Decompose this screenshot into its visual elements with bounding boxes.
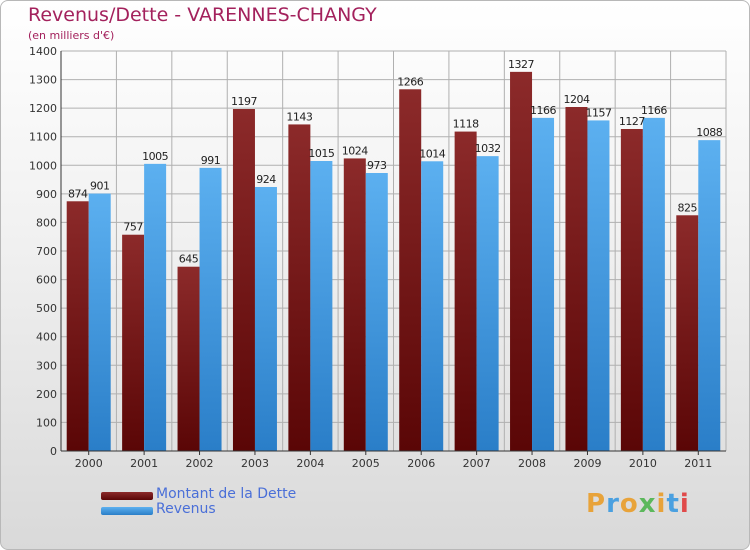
data-label-debt: 645 — [179, 253, 199, 266]
data-label-debt: 1327 — [508, 58, 534, 71]
y-tick-label: 200 — [36, 388, 57, 401]
data-label-revenue: 1014 — [419, 147, 445, 160]
bar-debt — [232, 109, 255, 451]
x-tick-label: 2005 — [352, 457, 380, 470]
data-label-revenue: 1088 — [696, 126, 722, 139]
legend-label-debt: Montant de la Dette — [156, 486, 297, 502]
logo-letter: r — [606, 489, 620, 519]
chart-title: Revenus/Dette - VARENNES-CHANGY — [28, 4, 377, 26]
x-tick-label: 2006 — [407, 457, 435, 470]
x-tick-label: 2000 — [75, 457, 103, 470]
y-tick-label: 500 — [36, 302, 57, 315]
bar-revenue — [642, 117, 665, 451]
legend-swatch-revenue — [101, 507, 153, 515]
y-tick-label: 1400 — [29, 45, 57, 58]
bar-revenue — [365, 173, 388, 451]
data-label-revenue: 924 — [256, 173, 276, 186]
x-tick-label: 2007 — [463, 457, 491, 470]
bar-revenue — [532, 117, 555, 451]
data-label-debt: 1118 — [453, 118, 479, 131]
bar-revenue — [199, 167, 222, 451]
bar-revenue — [587, 120, 610, 451]
legend-swatch-debt — [101, 492, 153, 500]
y-tick-label: 1100 — [29, 131, 57, 144]
grid-layer — [60, 50, 727, 452]
axis-layer: 0 100 200 300 400 500 600 700 800 900 1000 1100 1200… — [29, 45, 726, 470]
bars-layer — [66, 71, 721, 452]
data-label-revenue: 973 — [367, 159, 387, 172]
y-tick-label: 400 — [36, 331, 57, 344]
data-label-revenue: 1157 — [585, 106, 611, 119]
data-label-revenue: 1005 — [142, 150, 168, 163]
y-tick-label: 1200 — [29, 102, 57, 115]
x-tick-label: 2011 — [684, 457, 712, 470]
bar-debt — [66, 201, 89, 451]
logo-letter: i — [656, 489, 667, 519]
chart-subtitle: (en milliers d'€) — [28, 29, 115, 42]
data-label-revenue: 1015 — [308, 147, 334, 160]
data-label-revenue: 1166 — [641, 104, 667, 117]
y-tick-label: 800 — [36, 216, 57, 229]
y-tick-label: 300 — [36, 359, 57, 372]
proxiti-logo: Proxiti — [586, 489, 690, 519]
bar-revenue — [421, 161, 444, 452]
bar-debt — [510, 71, 533, 451]
x-tick-label: 2002 — [186, 457, 214, 470]
logo-letter: o — [619, 489, 639, 519]
bar-debt — [177, 266, 200, 451]
x-tick-label: 2001 — [130, 457, 158, 470]
data-label-debt: 757 — [123, 221, 143, 234]
data-label-debt: 825 — [678, 201, 698, 214]
y-tick-label: 0 — [50, 445, 57, 458]
data-label-revenue: 991 — [201, 154, 221, 167]
logo-letter: P — [586, 489, 607, 519]
bar-debt — [288, 124, 311, 451]
data-label-debt: 1197 — [231, 95, 257, 108]
y-tick-label: 100 — [36, 416, 57, 429]
y-tick-label: 600 — [36, 274, 57, 287]
legend-label-revenue: Revenus — [156, 501, 216, 517]
data-label-revenue: 1032 — [475, 142, 501, 155]
bar-revenue — [310, 161, 333, 451]
y-tick-label: 700 — [36, 245, 57, 258]
data-label-debt: 1127 — [619, 115, 645, 128]
x-tick-label: 2009 — [573, 457, 601, 470]
bar-revenue — [698, 140, 721, 451]
bar-debt — [343, 158, 366, 451]
bar-revenue — [254, 187, 277, 451]
x-tick-label: 2008 — [518, 457, 546, 470]
y-tick-label: 1000 — [29, 159, 57, 172]
bar-debt — [454, 131, 477, 452]
bar-revenue — [88, 193, 111, 452]
bar-debt — [122, 234, 145, 451]
data-label-debt: 1204 — [563, 93, 589, 106]
x-tick-label: 2010 — [629, 457, 657, 470]
data-label-debt: 1024 — [342, 144, 368, 157]
logo-letter: x — [638, 489, 657, 519]
bar-debt — [676, 215, 699, 451]
y-tick-label: 1300 — [29, 74, 57, 87]
bar-debt — [399, 89, 422, 452]
bar-revenue — [144, 163, 167, 451]
x-tick-label: 2004 — [296, 457, 324, 470]
data-label-debt: 1143 — [286, 110, 312, 123]
data-label-debt: 874 — [68, 187, 88, 200]
bar-debt — [620, 129, 643, 451]
bar-revenue — [476, 156, 499, 451]
data-label-revenue: 1166 — [530, 104, 556, 117]
data-label-revenue: 901 — [90, 180, 110, 193]
logo-letter: i — [679, 489, 690, 519]
logo-letter: t — [666, 489, 680, 519]
bar-debt — [565, 107, 588, 451]
data-label-debt: 1266 — [397, 75, 423, 88]
x-tick-label: 2003 — [241, 457, 269, 470]
y-tick-label: 900 — [36, 188, 57, 201]
